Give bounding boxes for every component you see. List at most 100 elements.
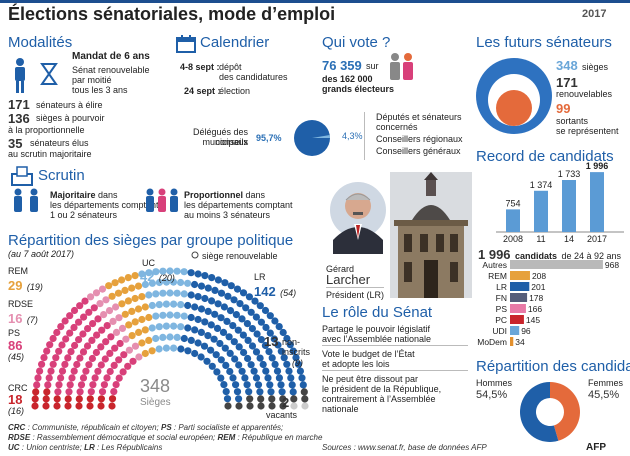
seat-dot xyxy=(231,355,239,363)
party-label: PC xyxy=(495,315,507,325)
two-persons-icon xyxy=(14,188,38,212)
seat-dot xyxy=(134,305,143,313)
seat-dot xyxy=(191,280,199,289)
seat-dot xyxy=(213,324,222,332)
seat-dot xyxy=(84,325,92,333)
seat-dot xyxy=(173,267,181,275)
seat-dot xyxy=(87,388,95,396)
three-persons-icon xyxy=(146,188,178,212)
futurs-title: Les futurs sénateurs xyxy=(476,34,612,51)
footer-rdse-txt: : Rassemblement démocratique et social e… xyxy=(32,433,216,442)
record-value-label: 1 996 xyxy=(586,162,609,171)
hemicycle-total-label: Sièges xyxy=(140,397,171,408)
n-maj-label1: sénateurs élus xyxy=(30,138,89,148)
seat-dot xyxy=(103,322,111,330)
seat-dot xyxy=(236,300,244,308)
seat-dot xyxy=(79,348,88,356)
seat-dot xyxy=(217,374,225,382)
seat-dot xyxy=(100,311,108,319)
conseils-label2: municipaux xyxy=(202,137,248,147)
party-bar xyxy=(510,337,514,346)
party-value: 178 xyxy=(529,293,543,303)
party-value: 34 xyxy=(515,337,525,347)
seat-dot xyxy=(148,324,156,332)
hemicycle-chart xyxy=(31,267,309,410)
seat-dot xyxy=(234,326,242,334)
seat-dot xyxy=(138,315,146,324)
seat-dot xyxy=(135,328,143,336)
seat-dot xyxy=(79,374,88,382)
hommes-label: Hommes xyxy=(476,378,513,388)
seat-dot xyxy=(233,388,242,396)
record-bar xyxy=(506,209,520,232)
record-value-label: 1 374 xyxy=(530,180,553,190)
seat-dot xyxy=(226,349,234,357)
seat-dot xyxy=(66,329,74,337)
seat-dot xyxy=(65,388,73,396)
seat-dot xyxy=(203,357,211,365)
seat-dot xyxy=(88,354,96,363)
seat-dot xyxy=(247,361,255,369)
vacants-label: vacants xyxy=(266,410,298,420)
n-grands: 76 359 xyxy=(322,58,362,73)
seat-dot xyxy=(129,357,137,365)
seat-dot xyxy=(67,348,75,356)
seat-dot xyxy=(116,339,124,348)
seat-dot xyxy=(148,347,156,355)
seat-dot xyxy=(98,388,107,396)
group-rem-renouv: (19) xyxy=(26,282,43,292)
seat-dot xyxy=(70,323,78,332)
group-lr-renouv: (54) xyxy=(280,288,297,298)
party-value: 208 xyxy=(532,271,546,281)
seat-dot xyxy=(244,354,252,363)
seat-dot xyxy=(53,395,61,403)
seat-dot xyxy=(216,339,224,348)
seat-dot xyxy=(75,336,83,344)
seat-dot xyxy=(44,381,52,389)
seat-dot xyxy=(252,313,260,321)
seat-dot xyxy=(197,328,205,336)
seat-dot xyxy=(268,402,276,410)
seat-dot xyxy=(108,292,116,300)
role-divider2 xyxy=(322,370,468,371)
seat-dot xyxy=(53,402,61,410)
seat-dot xyxy=(111,279,119,287)
seat-dot xyxy=(230,296,238,304)
group-ps-name: PS xyxy=(8,328,21,338)
seat-dot xyxy=(245,388,253,396)
seat-dot xyxy=(232,311,240,319)
cal-event1a: dépôt xyxy=(219,62,242,72)
seat-dot xyxy=(81,297,89,305)
seat-dot xyxy=(187,269,195,277)
seat-dot xyxy=(266,381,274,389)
seat-dot xyxy=(70,367,78,375)
seat-dot xyxy=(111,344,119,352)
seat-dot xyxy=(296,367,304,375)
seat-dot xyxy=(121,286,129,294)
party-bar xyxy=(510,282,530,291)
sortants-1: sortants xyxy=(556,116,589,126)
seat-dot xyxy=(257,318,265,326)
seat-dot xyxy=(33,381,41,389)
seat-dot xyxy=(61,317,69,325)
renouv-line2: par moitié xyxy=(72,75,112,85)
seat-dot xyxy=(108,395,117,403)
seat-dot xyxy=(266,312,274,320)
role-divider1 xyxy=(322,345,468,346)
seat-dot xyxy=(93,331,101,339)
seat-dot xyxy=(265,348,273,356)
seat-dot xyxy=(166,289,174,297)
qui-vote-title: Qui vote ? xyxy=(322,34,391,51)
non-inscrits-label1: non- xyxy=(282,337,301,347)
seat-dot xyxy=(224,292,232,300)
seat-dot xyxy=(145,269,153,277)
group-rem: 29 (19) xyxy=(8,277,43,295)
seat-dot xyxy=(82,367,90,375)
seat-dot xyxy=(125,321,133,329)
seat-dot xyxy=(162,322,170,330)
seat-dot xyxy=(75,402,83,410)
seat-dot xyxy=(246,395,254,403)
seat-dot xyxy=(279,328,287,337)
seat-dot xyxy=(170,300,178,308)
modalites-title: Modalités xyxy=(8,34,73,51)
